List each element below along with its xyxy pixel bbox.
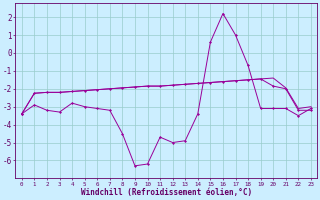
- X-axis label: Windchill (Refroidissement éolien,°C): Windchill (Refroidissement éolien,°C): [81, 188, 252, 197]
